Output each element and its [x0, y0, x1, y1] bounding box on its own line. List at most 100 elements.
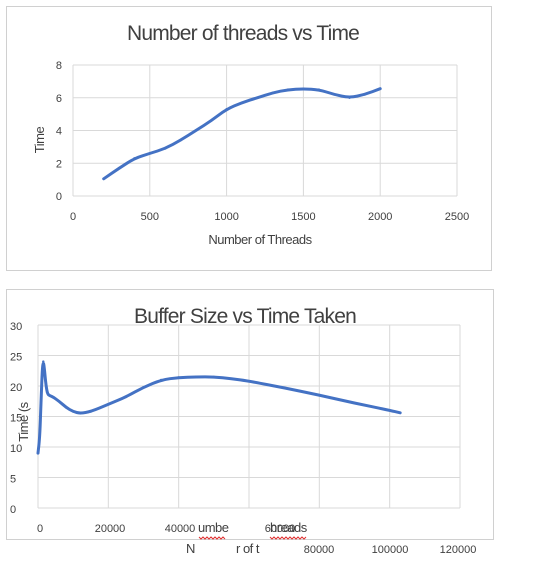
chart-threads-data-point — [271, 91, 274, 95]
chart-threads-y-tick-label: 6 — [56, 93, 62, 105]
chart-buffer-data-point — [107, 403, 110, 406]
chart-buffer-data-point — [142, 386, 145, 389]
chart-buffer: 0 20000 40000 60000 80000 100000 120000 0 5 10 15… — [10, 305, 476, 556]
chart-threads-data-point — [210, 119, 213, 122]
chart-buffer-data-point — [64, 406, 68, 409]
chart-threads-y-tick-label: 4 — [56, 126, 62, 138]
chart-buffer-x-tick-label: 100000 — [372, 544, 409, 556]
chart-buffer-data-point — [37, 442, 41, 446]
chart-buffer-x-tick-label: 60000 — [265, 523, 296, 535]
chart-buffer-y-axis-label-fragment: Time (s — [16, 401, 31, 441]
chart-threads-title: Number of threads vs Time — [127, 22, 359, 45]
chart-buffer-data-point — [43, 366, 46, 369]
chart-buffer-x-label-fragment-4: r of t — [236, 541, 260, 556]
chart-buffer-x-tick-label: 80000 — [304, 544, 335, 556]
chart-threads-y-axis-label: Time — [32, 127, 47, 154]
chart-buffer-series-line — [36, 361, 402, 455]
chart-threads-data-point — [133, 157, 136, 160]
chart-buffer-data-point — [72, 410, 75, 413]
chart-buffer-data-point — [47, 393, 50, 397]
chart-threads-data-point — [332, 93, 336, 96]
chart-threads-series-line — [102, 87, 382, 181]
chart-buffer-data-point — [36, 451, 40, 455]
chart-threads-grid — [72, 64, 458, 197]
chart-buffer-y-tick-label: 0 — [10, 504, 16, 516]
chart-buffer-panel — [6, 289, 494, 540]
chart-threads: 0 500 1000 1500 2000 2500 0 2 4 6 8 Number of thr… — [32, 22, 469, 247]
chart-threads-x-tick-label: 1500 — [291, 211, 315, 223]
chart-threads-y-ticks: 0 2 4 6 8 — [56, 60, 62, 203]
chart-buffer-data-point — [212, 375, 215, 379]
chart-threads-data-point — [148, 152, 151, 155]
chart-threads-data-point — [164, 147, 167, 150]
chart-threads-panel — [6, 6, 492, 271]
chart-buffer-x-tick-label: 40000 — [165, 523, 196, 535]
chart-threads-x-axis-label: Number of Threads — [208, 232, 312, 247]
chart-threads-data-point — [240, 101, 244, 104]
chart-threads-x-tick-label: 1000 — [214, 211, 238, 223]
chart-buffer-y-ticks: 0 5 10 15 20 25 30 — [10, 321, 22, 516]
chart-buffer-x-tick-label: 20000 — [95, 523, 126, 535]
chart-threads-x-tick-label: 2500 — [445, 211, 469, 223]
chart-buffer-x-label-fragment-1: umbe — [198, 520, 229, 535]
chart-threads-data-point — [225, 108, 228, 111]
chart-threads-x-ticks: 0 500 1000 1500 2000 2500 — [70, 211, 469, 223]
chart-buffer-data-point — [399, 411, 402, 414]
chart-threads-data-point — [194, 129, 198, 132]
chart-threads-data-point — [102, 177, 105, 180]
chart-buffer-y-tick-label: 10 — [10, 443, 22, 455]
chart-buffer-points — [36, 360, 402, 455]
chart-buffer-data-point — [177, 376, 180, 379]
chart-buffer-y-tick-label: 30 — [10, 321, 22, 333]
chart-buffer-data-point — [283, 386, 286, 389]
chart-buffer-data-point — [195, 375, 198, 379]
chart-buffer-data-point — [353, 401, 356, 405]
spell-check-underline — [269, 536, 307, 540]
chart-buffer-data-point — [230, 377, 233, 380]
chart-buffer-data-point — [388, 409, 391, 412]
chart-buffer-y-tick-label: 15 — [10, 413, 22, 425]
chart-buffer-grid — [37, 324, 461, 509]
chart-threads-x-tick-label: 500 — [141, 211, 159, 223]
chart-threads-points — [102, 87, 382, 180]
chart-buffer-data-point — [79, 412, 82, 415]
spell-check-underline — [198, 536, 226, 540]
chart-buffer-data-point — [124, 395, 128, 399]
chart-threads-y-tick-label: 8 — [56, 60, 62, 72]
chart-threads-data-point — [302, 87, 305, 90]
chart-threads-data-point — [117, 167, 121, 170]
chart-buffer-x-ticks: 0 20000 40000 60000 80000 100000 120000 — [37, 523, 476, 556]
chart-buffer-title: Buffer Size vs Time Taken — [134, 305, 356, 328]
chart-buffer-x-label-fragment-3: N — [186, 541, 195, 556]
chart-threads-data-point — [317, 88, 320, 91]
chart-buffer-x-tick-label: 0 — [37, 523, 43, 535]
chart-buffer-data-point — [247, 379, 251, 383]
chart-threads-data-point — [379, 87, 382, 90]
chart-buffer-y-tick-label: 20 — [10, 382, 22, 394]
chart-threads-data-point — [286, 88, 290, 91]
chart-threads-y-tick-label: 0 — [56, 191, 62, 203]
chart-buffer-x-tick-label: 120000 — [440, 544, 477, 556]
chart-buffer-y-tick-label: 25 — [10, 352, 22, 364]
chart-buffer-data-point — [89, 410, 93, 413]
chart-buffer-y-tick-label: 5 — [10, 474, 16, 486]
chart-buffer-data-point — [318, 393, 321, 397]
chart-buffer-data-point — [42, 360, 45, 363]
chart-buffer-data-point — [50, 395, 54, 398]
chart-buffer-data-point — [38, 427, 42, 430]
chart-threads-x-tick-label: 0 — [70, 211, 76, 223]
chart-threads-y-tick-label: 2 — [56, 158, 62, 170]
chart-threads-data-point — [256, 96, 259, 100]
chart-buffer-x-label-fragment-2: hreads — [270, 520, 308, 535]
chart-threads-data-point — [363, 93, 366, 96]
chart-buffer-data-point — [40, 397, 43, 400]
chart-threads-data-point — [348, 96, 351, 100]
chart-buffer-data-point — [44, 381, 47, 385]
chart-buffer-data-point — [41, 369, 44, 372]
chart-buffer-data-point — [45, 390, 49, 394]
chart-threads-data-point — [179, 139, 182, 142]
chart-buffer-data-point — [57, 400, 61, 403]
chart-threads-x-tick-label: 2000 — [368, 211, 392, 223]
chart-buffer-data-point — [159, 378, 163, 382]
